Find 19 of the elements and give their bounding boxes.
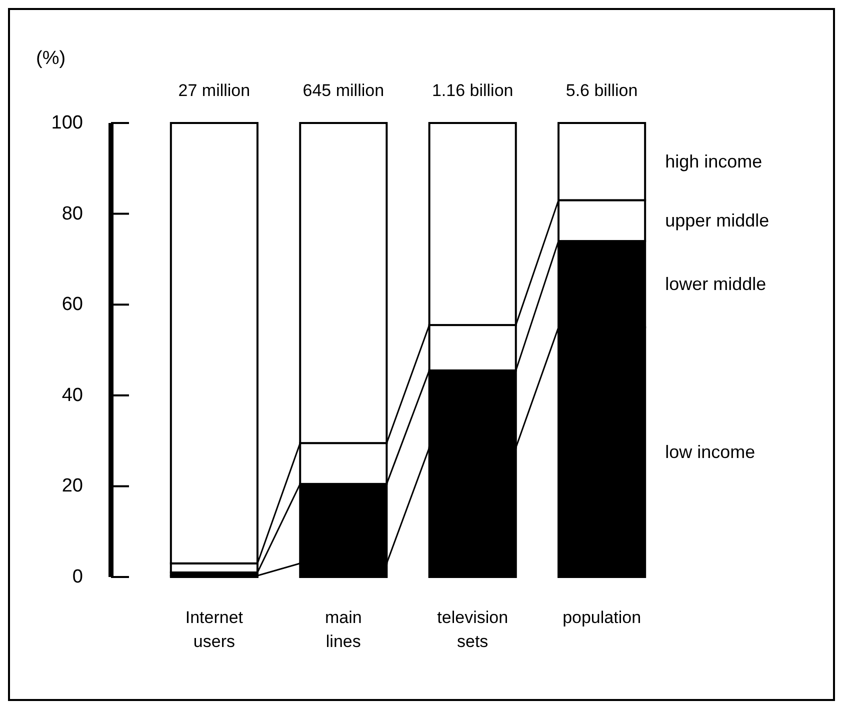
text: 1.16 billion bbox=[432, 81, 514, 100]
y-tick-label: 100 bbox=[51, 112, 83, 134]
series-label: high income bbox=[665, 152, 762, 172]
text: 27 million bbox=[178, 81, 250, 100]
x-tick-label: main lines bbox=[324, 608, 362, 651]
text: 5.6 billion bbox=[566, 81, 638, 100]
series-label: lower middle bbox=[665, 274, 766, 294]
x-tick-label: television sets bbox=[437, 608, 508, 651]
y-tick-label: 0 bbox=[72, 566, 83, 588]
y-tick-label: 60 bbox=[62, 294, 83, 316]
series-label: upper middle bbox=[665, 210, 770, 231]
text: 645 million bbox=[302, 81, 384, 100]
y-axis-title: (%) bbox=[36, 48, 66, 69]
y-tick-label: 40 bbox=[62, 384, 83, 406]
x-tick-label: Internet users bbox=[185, 608, 244, 651]
y-tick-label: 80 bbox=[62, 203, 83, 224]
y-tick-label: 20 bbox=[62, 476, 83, 497]
x-tick-label: population bbox=[562, 608, 642, 627]
series-label: low income bbox=[665, 442, 756, 462]
